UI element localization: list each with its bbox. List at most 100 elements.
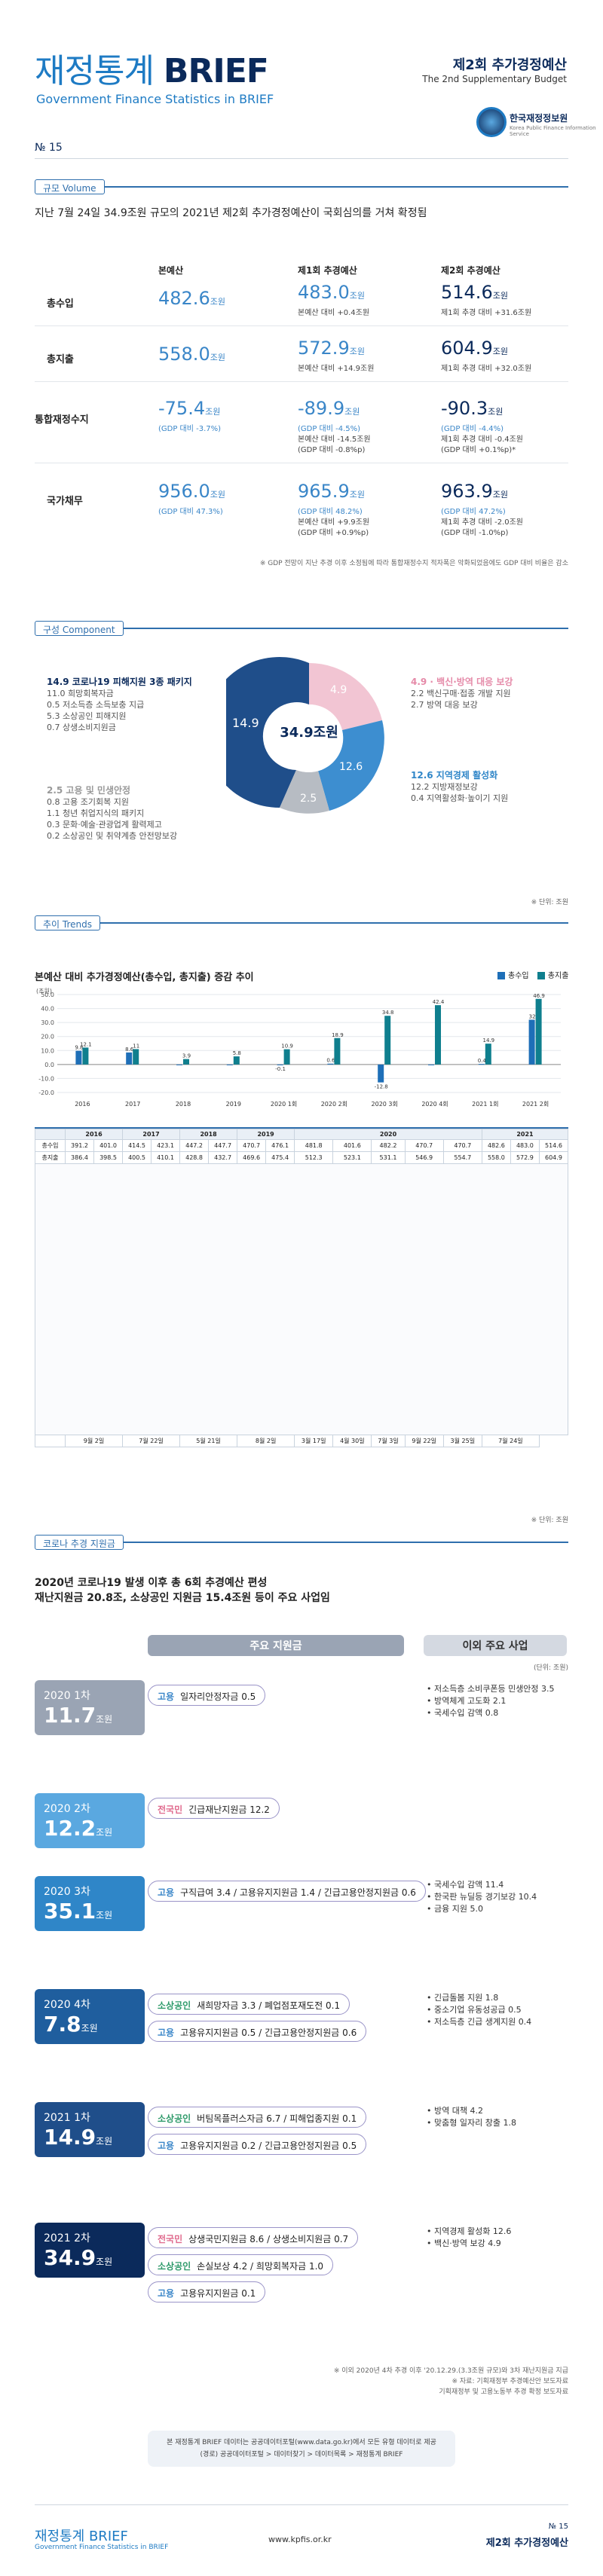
balance-main: -75.4조원 xyxy=(158,398,221,419)
bar-value-label: 42.4 xyxy=(433,999,445,1005)
trend-bar-chart: -20.0 -10.0 0.0 10.0 20.0 30.0 40.0 50.0(조원) 9.8… xyxy=(36,988,561,1108)
table-row-revenue: 총수입 391.2 401.0 414.5 423.1 447.2 447.7 470.7 47… xyxy=(35,1139,568,1152)
x-tick-label: 2021 1회 xyxy=(472,1101,498,1108)
bar-revenue xyxy=(378,1064,384,1083)
issue-number: № 15 xyxy=(35,142,63,154)
section-label-trends: 추이 Trends xyxy=(35,915,100,930)
table-year: 2017 xyxy=(122,1129,181,1140)
support-pill-category: 고용 xyxy=(158,1887,175,1898)
table-cell: 423.1 xyxy=(151,1139,181,1152)
component-item: 0.5 저소득층 소득보충 지급 xyxy=(47,700,145,710)
donut-slice-vaccine xyxy=(309,663,382,730)
row-revenue: 총수입 xyxy=(47,298,74,310)
component-title: 4.9 · 백신·방역 대응 보강 xyxy=(411,677,513,687)
bar-value-label: 5.8 xyxy=(233,1050,241,1056)
table-date: 3월 17일 xyxy=(294,1435,334,1447)
trend-legend: 총수입 총지출 xyxy=(497,969,568,980)
support-pill-category: 고용 xyxy=(158,2141,175,2151)
table-cell: 432.7 xyxy=(208,1151,238,1164)
divider xyxy=(35,2504,568,2505)
support-pill: 전국민 상생국민지원금 8.6 / 상생소비지원금 0.7 xyxy=(148,2227,359,2248)
support-pill-category: 고용 xyxy=(158,2027,175,2038)
col-head-2nd: 제2회 추경예산 xyxy=(441,265,500,276)
bar-expenditure xyxy=(334,1037,341,1065)
other-project-item: • 중소기업 유동성공급 0.5 xyxy=(427,2005,522,2015)
col-head-main: 본예산 xyxy=(158,265,184,276)
bar-revenue xyxy=(478,1064,485,1065)
table-cell: 401.0 xyxy=(93,1139,124,1152)
bar-expenditure xyxy=(535,998,542,1065)
x-tick-label: 2020 1회 xyxy=(271,1101,297,1108)
support-pill-text: 버팀목플러스자금 6.7 / 피해업종지원 0.1 xyxy=(197,2113,357,2124)
trend-unit-note: ※ 단위: 조원 xyxy=(531,1517,568,1524)
footer-brand: 재정통계 BRIEF xyxy=(35,2529,128,2544)
y-tick-label: 40.0 xyxy=(41,1006,54,1013)
footer-url[interactable]: www.kpfis.or.kr xyxy=(268,2535,332,2544)
table-cell: 514.6 xyxy=(538,1139,568,1152)
donut-center-total: 34.9조원 xyxy=(280,725,338,741)
bar-expenditure xyxy=(82,1047,89,1065)
expenditure-2nd: 604.9조원 xyxy=(441,338,508,359)
support-pill-text: 새희망자금 3.3 / 폐업점포재도전 0.1 xyxy=(197,2000,341,2011)
component-unit-note: ※ 단위: 조원 xyxy=(531,899,568,906)
bar-value-label: 18.9 xyxy=(332,1032,344,1038)
table-detail-area xyxy=(35,1163,568,1435)
component-block-covid: 14.9 코로나19 피해지원 3종 패키지 11.0 희망회복자금 0.5 저… xyxy=(47,675,213,733)
support-pill-category: 소상공인 xyxy=(158,2000,191,2011)
debt-main-gdp: (GDP 대비 47.3%) xyxy=(158,508,223,516)
support-head-other: 이외 주요 사업 xyxy=(424,1635,567,1656)
other-project-item: • 방역체계 고도화 2.1 xyxy=(427,1696,507,1706)
component-title: 2.5 고용 및 민생안정 xyxy=(47,785,131,796)
table-cell: 546.9 xyxy=(404,1151,444,1164)
round-label: 2020 2차 xyxy=(44,1803,90,1815)
bar-revenue xyxy=(126,1052,133,1065)
round-amount-value: 14.9 xyxy=(44,2125,96,2150)
donut-label-employment: 2.5 xyxy=(300,793,317,805)
legend-revenue: 총수입 xyxy=(508,972,529,980)
round-amount-unit: 조원 xyxy=(96,1910,113,1921)
table-cell: 391.2 xyxy=(64,1139,95,1152)
round-amount: 35.1조원 xyxy=(44,1899,136,1924)
trend-table: 2016 2017 2018 2019 2020 2021 총수입 391.2 40… xyxy=(35,1127,568,1481)
other-project-item: • 방역 대책 4.2 xyxy=(427,2106,483,2116)
support-pill-category: 소상공인 xyxy=(158,2261,191,2272)
other-project-text: 저소득층 소비쿠폰등 민생안정 3.5 xyxy=(434,1684,555,1694)
balance-2nd-gdp: (GDP 대비 -4.4%) xyxy=(441,425,504,433)
support-pill-category: 전국민 xyxy=(158,2234,183,2244)
table-cell: 386.4 xyxy=(64,1151,95,1164)
balance-1st-note2: (GDP 대비 -0.8%p) xyxy=(298,446,366,454)
round-label: 2020 1차 xyxy=(44,1690,90,1702)
balance-1st: -89.9조원 xyxy=(298,398,360,419)
revenue-2nd-note: 제1회 추경 대비 +31.6조원 xyxy=(441,309,532,317)
other-project-text: 금융 지원 5.0 xyxy=(434,1904,483,1914)
component-block-employment: 2.5 고용 및 민생안정 0.8 고용 조기회복 지원 1.1 청년 취업지식… xyxy=(47,784,213,842)
support-footnote: ※ 이외 2020년 4차 추경 이후 '20.12.29.(3.3조원 규모)… xyxy=(333,2367,568,2375)
table-cell: 469.6 xyxy=(237,1151,267,1164)
row-expenditure: 총지출 xyxy=(47,354,74,365)
table-cell: 400.5 xyxy=(122,1151,152,1164)
table-cell: 428.8 xyxy=(179,1151,210,1164)
round-amount: 11.7조원 xyxy=(44,1703,136,1728)
table-year: 2016 xyxy=(64,1129,124,1140)
support-pill-category: 고용 xyxy=(158,2288,175,2299)
section-line xyxy=(35,628,568,629)
legend-swatch-expenditure xyxy=(537,972,545,979)
bar-value-label: -12.8 xyxy=(375,1084,388,1090)
support-lead-2: 재난지원금 20.8조, 소상공인 지원금 15.4조원 등이 주요 사업임 xyxy=(35,1592,330,1604)
table-cell: 604.9 xyxy=(538,1151,568,1164)
donut-label-vaccine: 4.9 xyxy=(330,684,347,696)
other-project-item: • 국세수입 감액 11.4 xyxy=(427,1880,504,1890)
support-pill-text: 고용유지지원금 0.1 xyxy=(180,2288,256,2299)
bar-expenditure xyxy=(233,1056,240,1065)
table-cell: 483.0 xyxy=(510,1139,540,1152)
data-portal-box: 본 재정통계 BRIEF 데이터는 공공데이터포털(www.data.go.kr… xyxy=(148,2431,455,2467)
expenditure-main: 558.0조원 xyxy=(158,344,225,365)
data-portal-path: (경로) 공공데이터포털 > 데이터찾기 > 데이터목록 > 재정통계 BRIE… xyxy=(200,2451,403,2458)
balance-1st-gdp: (GDP 대비 -4.5%) xyxy=(298,425,361,433)
table-row-label: 총지출 xyxy=(35,1151,66,1164)
table-cell: 470.7 xyxy=(237,1139,267,1152)
round-amount-value: 7.8 xyxy=(44,2012,81,2037)
divider xyxy=(35,158,568,159)
table-date: 7월 22일 xyxy=(122,1435,181,1447)
round-amount-unit: 조원 xyxy=(81,2023,98,2034)
